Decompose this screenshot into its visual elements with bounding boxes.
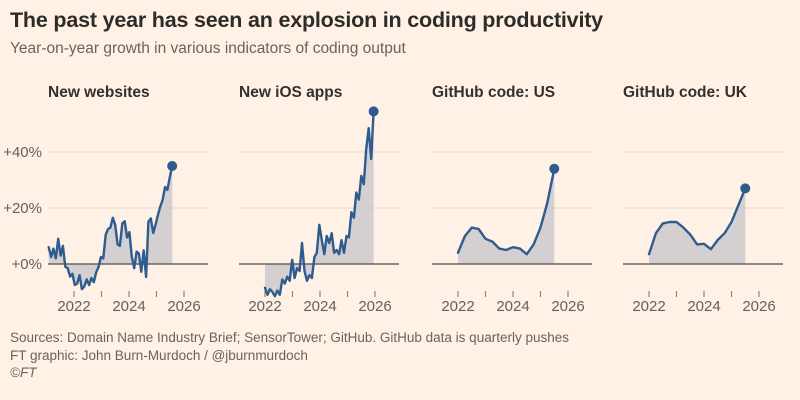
series-area	[649, 188, 746, 264]
github-uk-chart: 2022 2024 2026	[623, 151, 783, 315]
series-line	[456, 167, 556, 256]
x-tick-label: 2022	[441, 298, 474, 315]
series-line	[647, 187, 747, 256]
credit-note: FT graphic: John Burn-Murdoch / @jburnmu…	[10, 347, 308, 363]
x-tick-label: 2022	[248, 298, 281, 315]
x-tick-label: 2024	[303, 298, 336, 315]
series-line	[47, 164, 174, 291]
series-area	[458, 168, 555, 264]
github-us-chart: 2022 2024 2026	[432, 151, 592, 315]
x-tick-label: 2024	[496, 298, 529, 315]
chart-title-github-us: GitHub code: US	[432, 84, 556, 101]
chart-panel-new-ios-apps: New iOS apps 2022 2024 2026	[239, 84, 401, 317]
x-tick-label: 2026	[167, 298, 200, 315]
copyright-note: ©FT	[10, 365, 37, 380]
chart-panel-github-us: GitHub code: US 2022 2024 2026	[432, 84, 594, 317]
chart-panel-new-websites: New websites 2022 2024 2026	[47, 84, 210, 317]
footer: Sources: Domain Name Industry Brief; Sen…	[10, 329, 569, 382]
chart-title-new-websites: New websites	[48, 84, 150, 101]
page-title: The past year has seen an explosion in c…	[10, 8, 603, 32]
new-ios-apps-chart: 2022 2024 2026	[239, 106, 399, 315]
chart-title-new-ios-apps: New iOS apps	[239, 84, 343, 101]
series-line	[263, 110, 375, 298]
new-websites-chart: 2022 2024 2026	[47, 151, 208, 315]
end-dot	[167, 161, 178, 171]
end-dot	[549, 163, 560, 174]
chart-title-github-uk: GitHub code: UK	[623, 84, 747, 101]
x-tick-label: 2026	[551, 298, 584, 315]
x-tick-label: 2022	[632, 298, 665, 315]
y-axis-label-0: +0%	[11, 256, 42, 273]
x-tick-label: 2024	[112, 298, 145, 315]
series-area	[265, 111, 374, 297]
end-dot	[368, 106, 379, 117]
end-dot	[740, 183, 751, 194]
y-axis-label-20: +20%	[3, 200, 42, 217]
x-tick-label: 2024	[687, 298, 720, 315]
y-axis-labels: +40% +20% +0%	[0, 105, 45, 315]
source-note: Sources: Domain Name Industry Brief; Sen…	[10, 330, 569, 345]
x-tick-label: 2026	[742, 298, 775, 315]
x-tick-label: 2022	[57, 298, 90, 315]
y-axis-label-40: +40%	[3, 144, 42, 161]
x-tick-label: 2026	[358, 298, 391, 315]
page-subtitle: Year-on-year growth in various indicator…	[10, 40, 406, 57]
chart-panel-github-uk: GitHub code: UK 2022 2024 2026	[623, 84, 785, 317]
